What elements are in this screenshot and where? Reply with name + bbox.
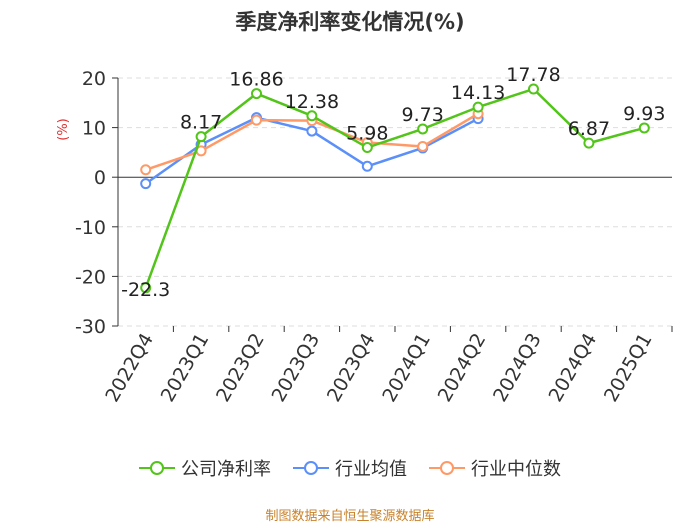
legend: 公司净利率 行业均值 行业中位数 xyxy=(0,455,700,481)
data-label: 14.13 xyxy=(451,82,505,104)
data-point-1 xyxy=(306,125,318,137)
data-label: 16.86 xyxy=(229,69,283,91)
x-tick-label: 2023Q2 xyxy=(212,330,269,406)
legend-label-company: 公司净利率 xyxy=(181,459,271,480)
data-point-1 xyxy=(361,160,373,172)
data-point-1 xyxy=(140,178,152,190)
legend-marker-company xyxy=(139,461,175,475)
legend-label-industry-median: 行业中位数 xyxy=(471,459,561,480)
x-tick-label: 2024Q3 xyxy=(489,330,546,406)
data-label: 6.87 xyxy=(568,118,610,140)
x-tick-label: 2025Q1 xyxy=(600,330,657,406)
data-point-0 xyxy=(583,137,595,149)
data-label: 8.17 xyxy=(180,112,222,134)
y-tick-label: 10 xyxy=(82,118,106,140)
y-tick-label: -30 xyxy=(75,316,106,338)
x-tick-label: 2024Q1 xyxy=(378,330,435,406)
data-point-0 xyxy=(361,142,373,154)
x-tick-label: 2023Q1 xyxy=(157,330,214,406)
legend-item-industry-median[interactable]: 行业中位数 xyxy=(429,455,561,481)
legend-marker-industry-mean xyxy=(293,461,329,475)
data-source-note: 制图数据来自恒生聚源数据库 xyxy=(265,509,435,524)
data-label: 17.78 xyxy=(506,64,560,86)
y-tick-label: 0 xyxy=(94,167,106,189)
chart-title: 季度净利率变化情况(%) xyxy=(235,10,465,34)
x-tick-label: 2024Q4 xyxy=(544,330,601,406)
x-tick-label: 2024Q2 xyxy=(434,329,491,405)
data-point-0 xyxy=(472,101,484,113)
y-tick-label: -20 xyxy=(75,266,106,288)
data-point-0 xyxy=(638,122,650,134)
legend-item-industry-mean[interactable]: 行业均值 xyxy=(293,455,407,481)
y-tick-label: 20 xyxy=(82,68,106,90)
legend-marker-industry-median xyxy=(429,461,465,475)
data-point-0 xyxy=(251,88,262,100)
data-point-2 xyxy=(251,114,262,126)
x-tick-label: 2023Q4 xyxy=(323,330,380,406)
data-label: 9.93 xyxy=(623,103,665,125)
data-point-0 xyxy=(306,110,318,122)
x-tick-label: 2023Q3 xyxy=(267,330,324,406)
series-line-0 xyxy=(144,87,645,289)
data-label: 5.98 xyxy=(346,123,388,145)
data-point-0 xyxy=(417,123,429,135)
data-point-2 xyxy=(140,164,152,176)
data-point-0 xyxy=(528,83,539,95)
legend-item-company-net-margin[interactable]: 公司净利率 xyxy=(139,455,271,481)
data-label: 9.73 xyxy=(402,104,444,126)
data-point-0 xyxy=(195,131,207,143)
y-tick-label: -10 xyxy=(75,217,106,239)
legend-label-industry-mean: 行业均值 xyxy=(335,459,407,480)
data-point-2 xyxy=(417,140,429,152)
data-point-0 xyxy=(140,282,152,294)
data-label: -22.3 xyxy=(121,279,170,301)
data-label: 12.38 xyxy=(285,91,339,113)
x-tick-label: 2022Q4 xyxy=(101,330,158,406)
